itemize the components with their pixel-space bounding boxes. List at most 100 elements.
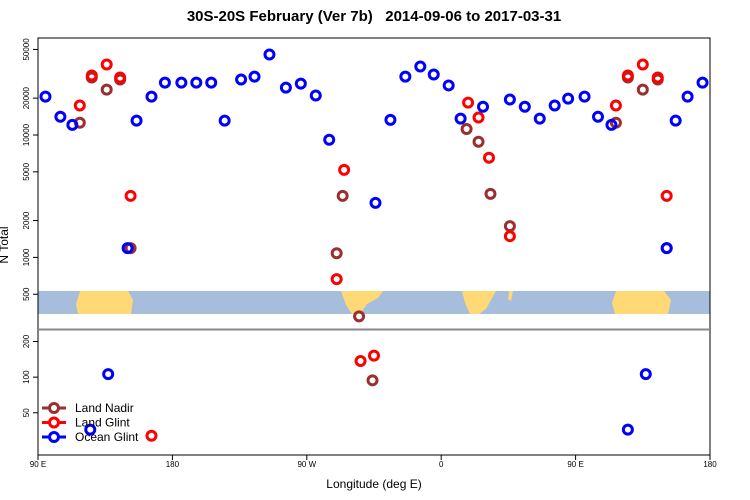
data-point bbox=[533, 112, 546, 125]
data-point bbox=[482, 151, 495, 164]
data-point bbox=[130, 114, 143, 127]
data-point bbox=[578, 90, 591, 103]
land-australia bbox=[612, 291, 671, 314]
data-point bbox=[368, 349, 380, 362]
legend-label: Land Nadir bbox=[75, 401, 134, 415]
data-point bbox=[414, 60, 427, 73]
data-point bbox=[548, 99, 561, 112]
data-point bbox=[145, 90, 158, 103]
data-point bbox=[621, 69, 634, 82]
y-tick-label: 50 bbox=[22, 408, 31, 417]
data-point bbox=[353, 310, 366, 323]
y-tick-label: 100 bbox=[22, 370, 31, 384]
data-point bbox=[369, 196, 382, 209]
data-point bbox=[85, 69, 98, 82]
y-tick-label: 500 bbox=[22, 287, 31, 301]
data-point bbox=[54, 110, 67, 123]
data-point bbox=[592, 110, 604, 123]
data-point bbox=[100, 83, 113, 96]
data-point bbox=[460, 122, 473, 135]
data-point bbox=[639, 368, 652, 381]
data-point bbox=[338, 163, 351, 176]
data-point bbox=[323, 133, 336, 146]
data-point bbox=[503, 230, 516, 243]
ocean-strip bbox=[38, 291, 710, 314]
y-tick-label: 5000 bbox=[22, 162, 31, 180]
data-point bbox=[39, 90, 52, 103]
data-point bbox=[124, 189, 137, 202]
data-point bbox=[472, 111, 485, 124]
x-tick-label: 90 E bbox=[567, 460, 583, 469]
data-point bbox=[651, 71, 664, 84]
y-tick-label: 2000 bbox=[22, 211, 31, 229]
data-point bbox=[442, 79, 455, 92]
data-point bbox=[384, 113, 397, 126]
data-point bbox=[681, 90, 694, 103]
top-panel-frame bbox=[37, 37, 711, 330]
legend-label: Land Glint bbox=[75, 416, 130, 430]
data-point bbox=[121, 242, 134, 255]
data-point bbox=[330, 247, 343, 260]
x-axis-label: Longitude (deg E) bbox=[326, 477, 421, 491]
data-point bbox=[399, 70, 412, 83]
data-point bbox=[84, 423, 97, 436]
y-tick-label: 10000 bbox=[22, 123, 31, 146]
y-tick-label: 20000 bbox=[22, 86, 31, 109]
data-point bbox=[454, 112, 467, 125]
x-tick-label: 180 bbox=[703, 460, 717, 469]
data-point bbox=[235, 73, 248, 86]
data-point bbox=[330, 273, 343, 286]
land-madagascar bbox=[508, 291, 513, 301]
data-point bbox=[472, 135, 485, 148]
data-point bbox=[462, 96, 475, 109]
data-point bbox=[621, 423, 634, 436]
data-point bbox=[309, 89, 322, 102]
data-point bbox=[354, 354, 367, 367]
data-point bbox=[218, 114, 231, 127]
data-point bbox=[175, 76, 188, 89]
data-point bbox=[114, 71, 127, 84]
data-point bbox=[102, 368, 115, 381]
x-tick-label: 90 W bbox=[297, 460, 316, 469]
land-australia bbox=[76, 291, 133, 314]
data-point bbox=[158, 76, 171, 89]
land-africa bbox=[462, 291, 496, 314]
data-point bbox=[145, 429, 158, 442]
data-point bbox=[609, 99, 622, 112]
data-point bbox=[484, 187, 497, 200]
y-tick-label: 200 bbox=[22, 334, 31, 348]
legend-marker bbox=[48, 402, 60, 414]
data-point bbox=[205, 76, 218, 89]
x-tick-label: 0 bbox=[439, 460, 444, 469]
chart-title: 30S-20S February (Ver 7b) 2014-09-06 to … bbox=[187, 8, 561, 25]
data-point bbox=[696, 76, 709, 89]
data-point bbox=[366, 374, 379, 387]
y-axis-label: N Total bbox=[0, 226, 11, 263]
data-point bbox=[263, 48, 276, 61]
data-point bbox=[477, 100, 490, 113]
data-point bbox=[336, 189, 349, 202]
x-tick-label: 90 E bbox=[30, 460, 46, 469]
y-tick-label: 50000 bbox=[22, 38, 31, 61]
data-point bbox=[248, 70, 261, 83]
y-tick-label: 1000 bbox=[22, 248, 31, 266]
data-point bbox=[503, 93, 516, 106]
data-point bbox=[636, 83, 649, 96]
data-point bbox=[190, 76, 203, 89]
data-point bbox=[279, 81, 292, 94]
legend-marker bbox=[48, 416, 60, 429]
data-point bbox=[605, 118, 618, 131]
data-point bbox=[660, 189, 673, 202]
data-point bbox=[518, 100, 531, 113]
data-point bbox=[294, 77, 307, 90]
data-point bbox=[660, 242, 673, 255]
data-point bbox=[503, 220, 516, 233]
legend-label: Ocean Glint bbox=[75, 430, 139, 444]
data-point bbox=[636, 58, 649, 71]
data-point bbox=[66, 118, 79, 131]
data-point bbox=[427, 68, 440, 81]
data-point bbox=[100, 58, 113, 71]
x-tick-label: 180 bbox=[166, 460, 180, 469]
data-point bbox=[669, 114, 682, 127]
